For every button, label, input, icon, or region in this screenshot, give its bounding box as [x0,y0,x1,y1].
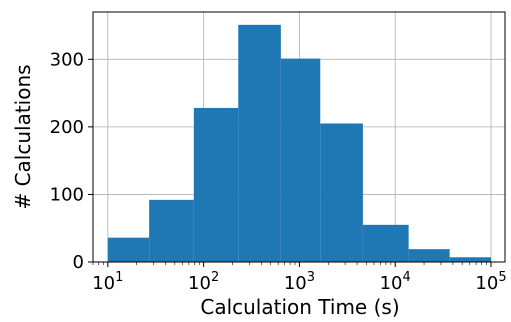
histogram-bar [149,199,194,262]
plot-frame [92,11,506,263]
x-axis-label: Calculation Time (s) [200,295,399,319]
y-tick-label: 100 [50,184,84,205]
histogram-bar [320,123,363,263]
histogram-bar [193,107,239,262]
x-tick-label: 105 [475,270,506,294]
histogram-bar [408,249,450,262]
y-tick-label: 200 [50,117,84,138]
y-tick-label: 0 [73,252,84,273]
histogram-bar [449,257,492,262]
histogram-bar [238,24,281,263]
histogram-bars [107,24,492,263]
axis-ticks: 0 100 200 300 101 102 103 104 105 [50,49,507,294]
x-tick-label: 101 [92,270,123,294]
x-tick-label: 102 [188,270,219,294]
x-tick-label: 104 [380,270,411,294]
histogram-bar [362,224,409,262]
x-tick-label: 103 [284,270,315,294]
histogram-bar [280,58,321,263]
y-tick-label: 300 [50,49,84,70]
y-axis-label: # Calculations [11,64,35,209]
histogram-bar [107,237,150,262]
